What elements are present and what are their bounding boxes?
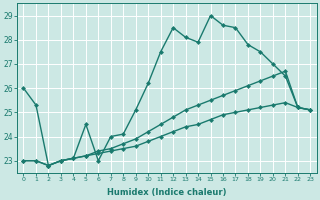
X-axis label: Humidex (Indice chaleur): Humidex (Indice chaleur) <box>107 188 227 197</box>
